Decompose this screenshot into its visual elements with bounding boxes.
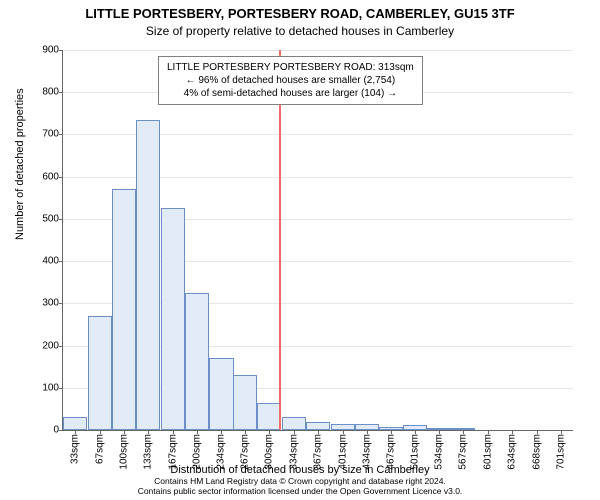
- y-tick-label: 700: [42, 129, 59, 140]
- copyright-line-1: Contains HM Land Registry data © Crown c…: [0, 476, 600, 486]
- y-axis-label: Number of detached properties: [14, 88, 26, 240]
- x-axis-label: Distribution of detached houses by size …: [0, 464, 600, 476]
- y-tick-label: 900: [42, 45, 59, 56]
- annotation-line-3: 4% of semi-detached houses are larger (1…: [167, 87, 414, 100]
- y-tick-mark: [59, 388, 63, 389]
- histogram-bar: [209, 358, 233, 430]
- y-tick-label: 100: [42, 382, 59, 393]
- histogram-bar: [282, 417, 306, 430]
- y-tick-mark: [59, 50, 63, 51]
- annotation-line-1: LITTLE PORTESBERY PORTESBERY ROAD: 313sq…: [167, 61, 414, 74]
- histogram-bar: [185, 293, 209, 430]
- y-tick-mark: [59, 219, 63, 220]
- annotation-line-2: ← 96% of detached houses are smaller (2,…: [167, 74, 414, 87]
- histogram-bar: [306, 422, 330, 430]
- histogram-bar: [136, 120, 160, 430]
- y-tick-label: 200: [42, 340, 59, 351]
- y-tick-mark: [59, 303, 63, 304]
- y-tick-mark: [59, 177, 63, 178]
- chart-title-main: LITTLE PORTESBERY, PORTESBERY ROAD, CAMB…: [0, 6, 600, 21]
- y-tick-mark: [59, 261, 63, 262]
- annotation-box: LITTLE PORTESBERY PORTESBERY ROAD: 313sq…: [158, 56, 423, 105]
- y-tick-mark: [59, 92, 63, 93]
- histogram-bar: [233, 375, 257, 430]
- y-tick-label: 600: [42, 171, 59, 182]
- chart-title-sub: Size of property relative to detached ho…: [0, 24, 600, 38]
- y-tick-mark: [59, 134, 63, 135]
- histogram-bar: [112, 189, 136, 430]
- y-tick-label: 0: [53, 425, 59, 436]
- chart-container: LITTLE PORTESBERY, PORTESBERY ROAD, CAMB…: [0, 0, 600, 500]
- y-tick-mark: [59, 346, 63, 347]
- gridline: [63, 50, 573, 51]
- plot-area: 010020030040050060070080090033sqm67sqm10…: [62, 50, 573, 431]
- copyright-line-2: Contains public sector information licen…: [0, 486, 600, 496]
- y-tick-mark: [59, 430, 63, 431]
- histogram-bar: [63, 417, 87, 430]
- reference-line: [279, 50, 281, 430]
- y-tick-label: 300: [42, 298, 59, 309]
- copyright-text: Contains HM Land Registry data © Crown c…: [0, 476, 600, 496]
- y-tick-label: 400: [42, 256, 59, 267]
- y-tick-label: 500: [42, 213, 59, 224]
- histogram-bar: [88, 316, 112, 430]
- histogram-bar: [161, 208, 185, 430]
- y-tick-label: 800: [42, 87, 59, 98]
